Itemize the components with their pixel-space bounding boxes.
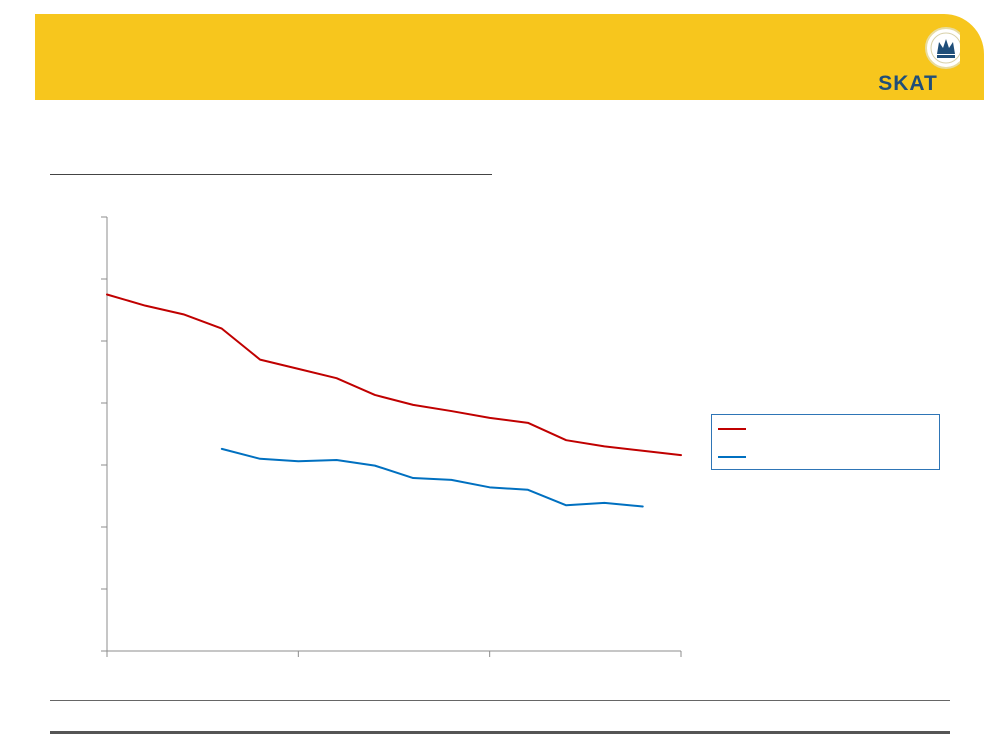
legend-item-series-1 xyxy=(718,420,933,438)
logo-text: SKAT xyxy=(878,72,938,94)
legend-item-series-2 xyxy=(718,448,933,466)
series-line-1 xyxy=(106,293,682,457)
series-line-2 xyxy=(220,447,644,508)
skat-logo: SKAT xyxy=(878,27,960,94)
header-banner xyxy=(35,14,984,100)
footer-bar xyxy=(50,731,950,734)
footer-divider xyxy=(50,700,950,701)
title-underline xyxy=(50,174,492,175)
legend-swatch-series-2 xyxy=(718,456,746,458)
legend-swatch-series-1 xyxy=(718,428,746,430)
chart-legend xyxy=(711,414,940,470)
